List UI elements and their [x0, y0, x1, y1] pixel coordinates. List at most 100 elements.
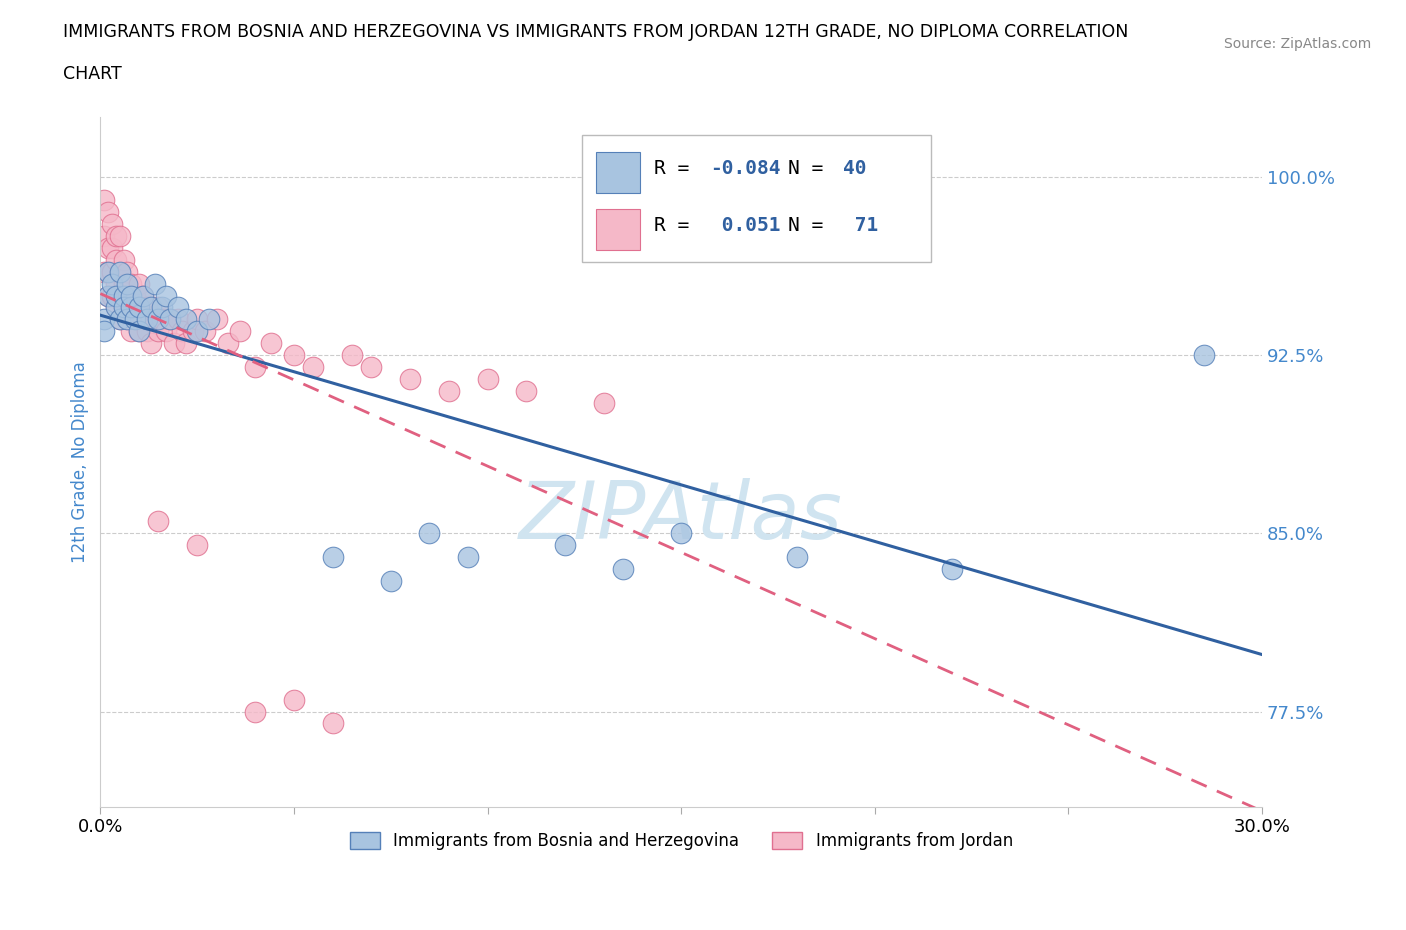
Point	[104, 229, 127, 244]
Text: N =: N =	[787, 159, 835, 178]
Point	[186, 324, 208, 339]
Point	[148, 300, 170, 315]
Point	[104, 252, 127, 267]
Point	[104, 288, 127, 303]
Point	[135, 312, 157, 326]
Point	[93, 193, 115, 208]
Point	[457, 550, 479, 565]
Point	[260, 336, 283, 351]
Text: 0.051: 0.051	[710, 216, 780, 235]
Point	[112, 252, 135, 267]
Point	[174, 312, 197, 326]
Point	[93, 264, 115, 279]
Point	[159, 312, 181, 326]
Point	[108, 288, 131, 303]
Point	[135, 300, 157, 315]
Point	[97, 264, 120, 279]
Point	[101, 264, 124, 279]
Point	[101, 217, 124, 232]
Bar	[596, 152, 641, 193]
Point	[112, 288, 135, 303]
Point	[515, 383, 537, 398]
Point	[128, 324, 150, 339]
Point	[143, 312, 166, 326]
Text: -0.084: -0.084	[710, 159, 780, 178]
Point	[554, 538, 576, 552]
Point	[120, 300, 142, 315]
Point	[112, 300, 135, 315]
Point	[669, 525, 692, 540]
Point	[108, 312, 131, 326]
Point	[97, 264, 120, 279]
Point	[159, 312, 181, 326]
Point	[124, 288, 146, 303]
Point	[97, 288, 120, 303]
Point	[148, 312, 170, 326]
Text: 40: 40	[842, 159, 866, 178]
Text: CHART: CHART	[63, 65, 122, 83]
Text: ZIPAtlas: ZIPAtlas	[519, 478, 844, 556]
Point	[117, 276, 139, 291]
Point	[322, 550, 344, 565]
Point	[302, 360, 325, 375]
Point	[108, 264, 131, 279]
Point	[418, 525, 440, 540]
Point	[101, 276, 124, 291]
Point	[155, 324, 177, 339]
Point	[120, 300, 142, 315]
Point	[283, 692, 305, 707]
Point	[283, 348, 305, 363]
Point	[186, 538, 208, 552]
FancyBboxPatch shape	[582, 135, 931, 262]
Point	[166, 300, 188, 315]
Point	[163, 336, 186, 351]
Point	[170, 324, 193, 339]
Point	[120, 288, 142, 303]
Bar	[596, 209, 641, 250]
Point	[181, 324, 204, 339]
Point	[139, 312, 162, 326]
Point	[128, 300, 150, 315]
Text: Source: ZipAtlas.com: Source: ZipAtlas.com	[1223, 37, 1371, 51]
Point	[217, 336, 239, 351]
Point	[148, 514, 170, 529]
Point	[360, 360, 382, 375]
Point	[245, 360, 267, 375]
Point	[340, 348, 363, 363]
Y-axis label: 12th Grade, No Diploma: 12th Grade, No Diploma	[72, 361, 89, 563]
Point	[197, 312, 219, 326]
Point	[399, 371, 422, 386]
Point	[108, 312, 131, 326]
Point	[93, 229, 115, 244]
Point	[166, 312, 188, 326]
Text: 71: 71	[842, 216, 877, 235]
Point	[104, 300, 127, 315]
Point	[941, 562, 963, 577]
Point	[380, 574, 402, 589]
Point	[174, 336, 197, 351]
Point	[132, 288, 155, 303]
Text: IMMIGRANTS FROM BOSNIA AND HERZEGOVINA VS IMMIGRANTS FROM JORDAN 12TH GRADE, NO : IMMIGRANTS FROM BOSNIA AND HERZEGOVINA V…	[63, 23, 1129, 41]
Point	[101, 288, 124, 303]
Point	[132, 288, 155, 303]
Point	[112, 300, 135, 315]
Text: R =: R =	[654, 216, 702, 235]
Point	[124, 312, 146, 326]
Point	[108, 229, 131, 244]
Point	[143, 276, 166, 291]
Point	[117, 312, 139, 326]
Point	[194, 324, 217, 339]
Point	[1192, 348, 1215, 363]
Point	[135, 324, 157, 339]
Point	[612, 562, 634, 577]
Point	[245, 704, 267, 719]
Point	[104, 276, 127, 291]
Point	[139, 300, 162, 315]
Point	[322, 716, 344, 731]
Text: R =: R =	[654, 159, 702, 178]
Point	[93, 312, 115, 326]
Point	[148, 324, 170, 339]
Point	[128, 276, 150, 291]
Point	[128, 324, 150, 339]
Point	[229, 324, 252, 339]
